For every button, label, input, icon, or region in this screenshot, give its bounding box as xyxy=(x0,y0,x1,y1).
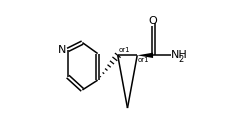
Text: N: N xyxy=(58,45,66,55)
Text: 2: 2 xyxy=(178,55,183,64)
Text: or1: or1 xyxy=(119,47,131,53)
Polygon shape xyxy=(137,53,153,58)
Text: or1: or1 xyxy=(138,57,150,63)
Text: NH: NH xyxy=(171,50,188,60)
Text: O: O xyxy=(149,16,157,26)
